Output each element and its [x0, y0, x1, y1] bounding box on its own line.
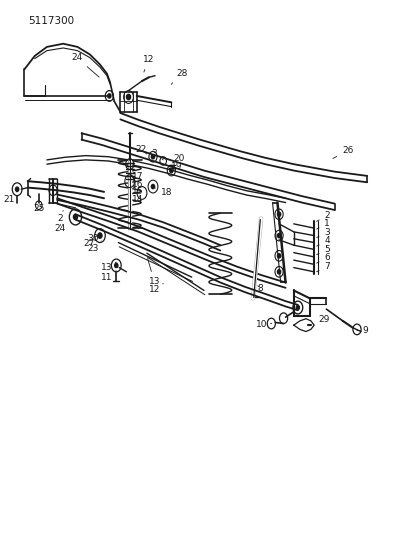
Text: 3: 3: [317, 228, 330, 238]
Circle shape: [126, 94, 131, 100]
Text: 13: 13: [148, 259, 160, 286]
Text: 20: 20: [172, 155, 184, 166]
Circle shape: [277, 212, 281, 216]
Text: 12: 12: [143, 55, 155, 72]
Text: 2: 2: [58, 211, 63, 223]
Text: 23: 23: [87, 241, 101, 253]
Circle shape: [277, 254, 281, 258]
Circle shape: [277, 233, 281, 238]
Circle shape: [151, 184, 155, 189]
Text: 25: 25: [33, 201, 44, 213]
Text: 1: 1: [317, 220, 330, 229]
Text: 2: 2: [317, 211, 330, 221]
Text: 11: 11: [101, 271, 116, 281]
Text: 10: 10: [256, 320, 272, 328]
Text: 14: 14: [132, 195, 144, 204]
Circle shape: [108, 94, 111, 98]
Text: 5: 5: [317, 245, 330, 255]
Text: 21: 21: [3, 192, 17, 204]
Circle shape: [151, 155, 155, 159]
Text: 29: 29: [313, 316, 330, 325]
Text: 30: 30: [87, 235, 99, 243]
Circle shape: [115, 263, 118, 268]
Circle shape: [73, 214, 78, 220]
Text: 6: 6: [317, 254, 330, 263]
Text: 9: 9: [357, 326, 368, 335]
Text: 12: 12: [149, 284, 163, 294]
Text: 8: 8: [257, 285, 263, 293]
Circle shape: [16, 187, 19, 191]
Text: 5117300: 5117300: [29, 16, 75, 26]
Circle shape: [98, 233, 102, 238]
Text: 3: 3: [151, 149, 163, 160]
Text: 27: 27: [83, 236, 100, 247]
Circle shape: [277, 270, 281, 274]
Text: 7: 7: [317, 262, 330, 272]
Text: 24: 24: [71, 53, 99, 77]
Text: 22: 22: [135, 145, 147, 154]
Circle shape: [170, 168, 173, 173]
Text: 17: 17: [132, 173, 144, 181]
Circle shape: [296, 305, 299, 310]
Text: 24: 24: [55, 224, 66, 232]
Text: 13: 13: [101, 262, 116, 272]
Text: 4: 4: [317, 237, 330, 246]
Text: 16: 16: [132, 180, 144, 189]
Text: 19: 19: [171, 162, 182, 171]
Text: 28: 28: [171, 69, 187, 84]
Text: 26: 26: [333, 146, 353, 158]
Text: 15: 15: [132, 188, 144, 196]
Text: 18: 18: [153, 187, 172, 197]
